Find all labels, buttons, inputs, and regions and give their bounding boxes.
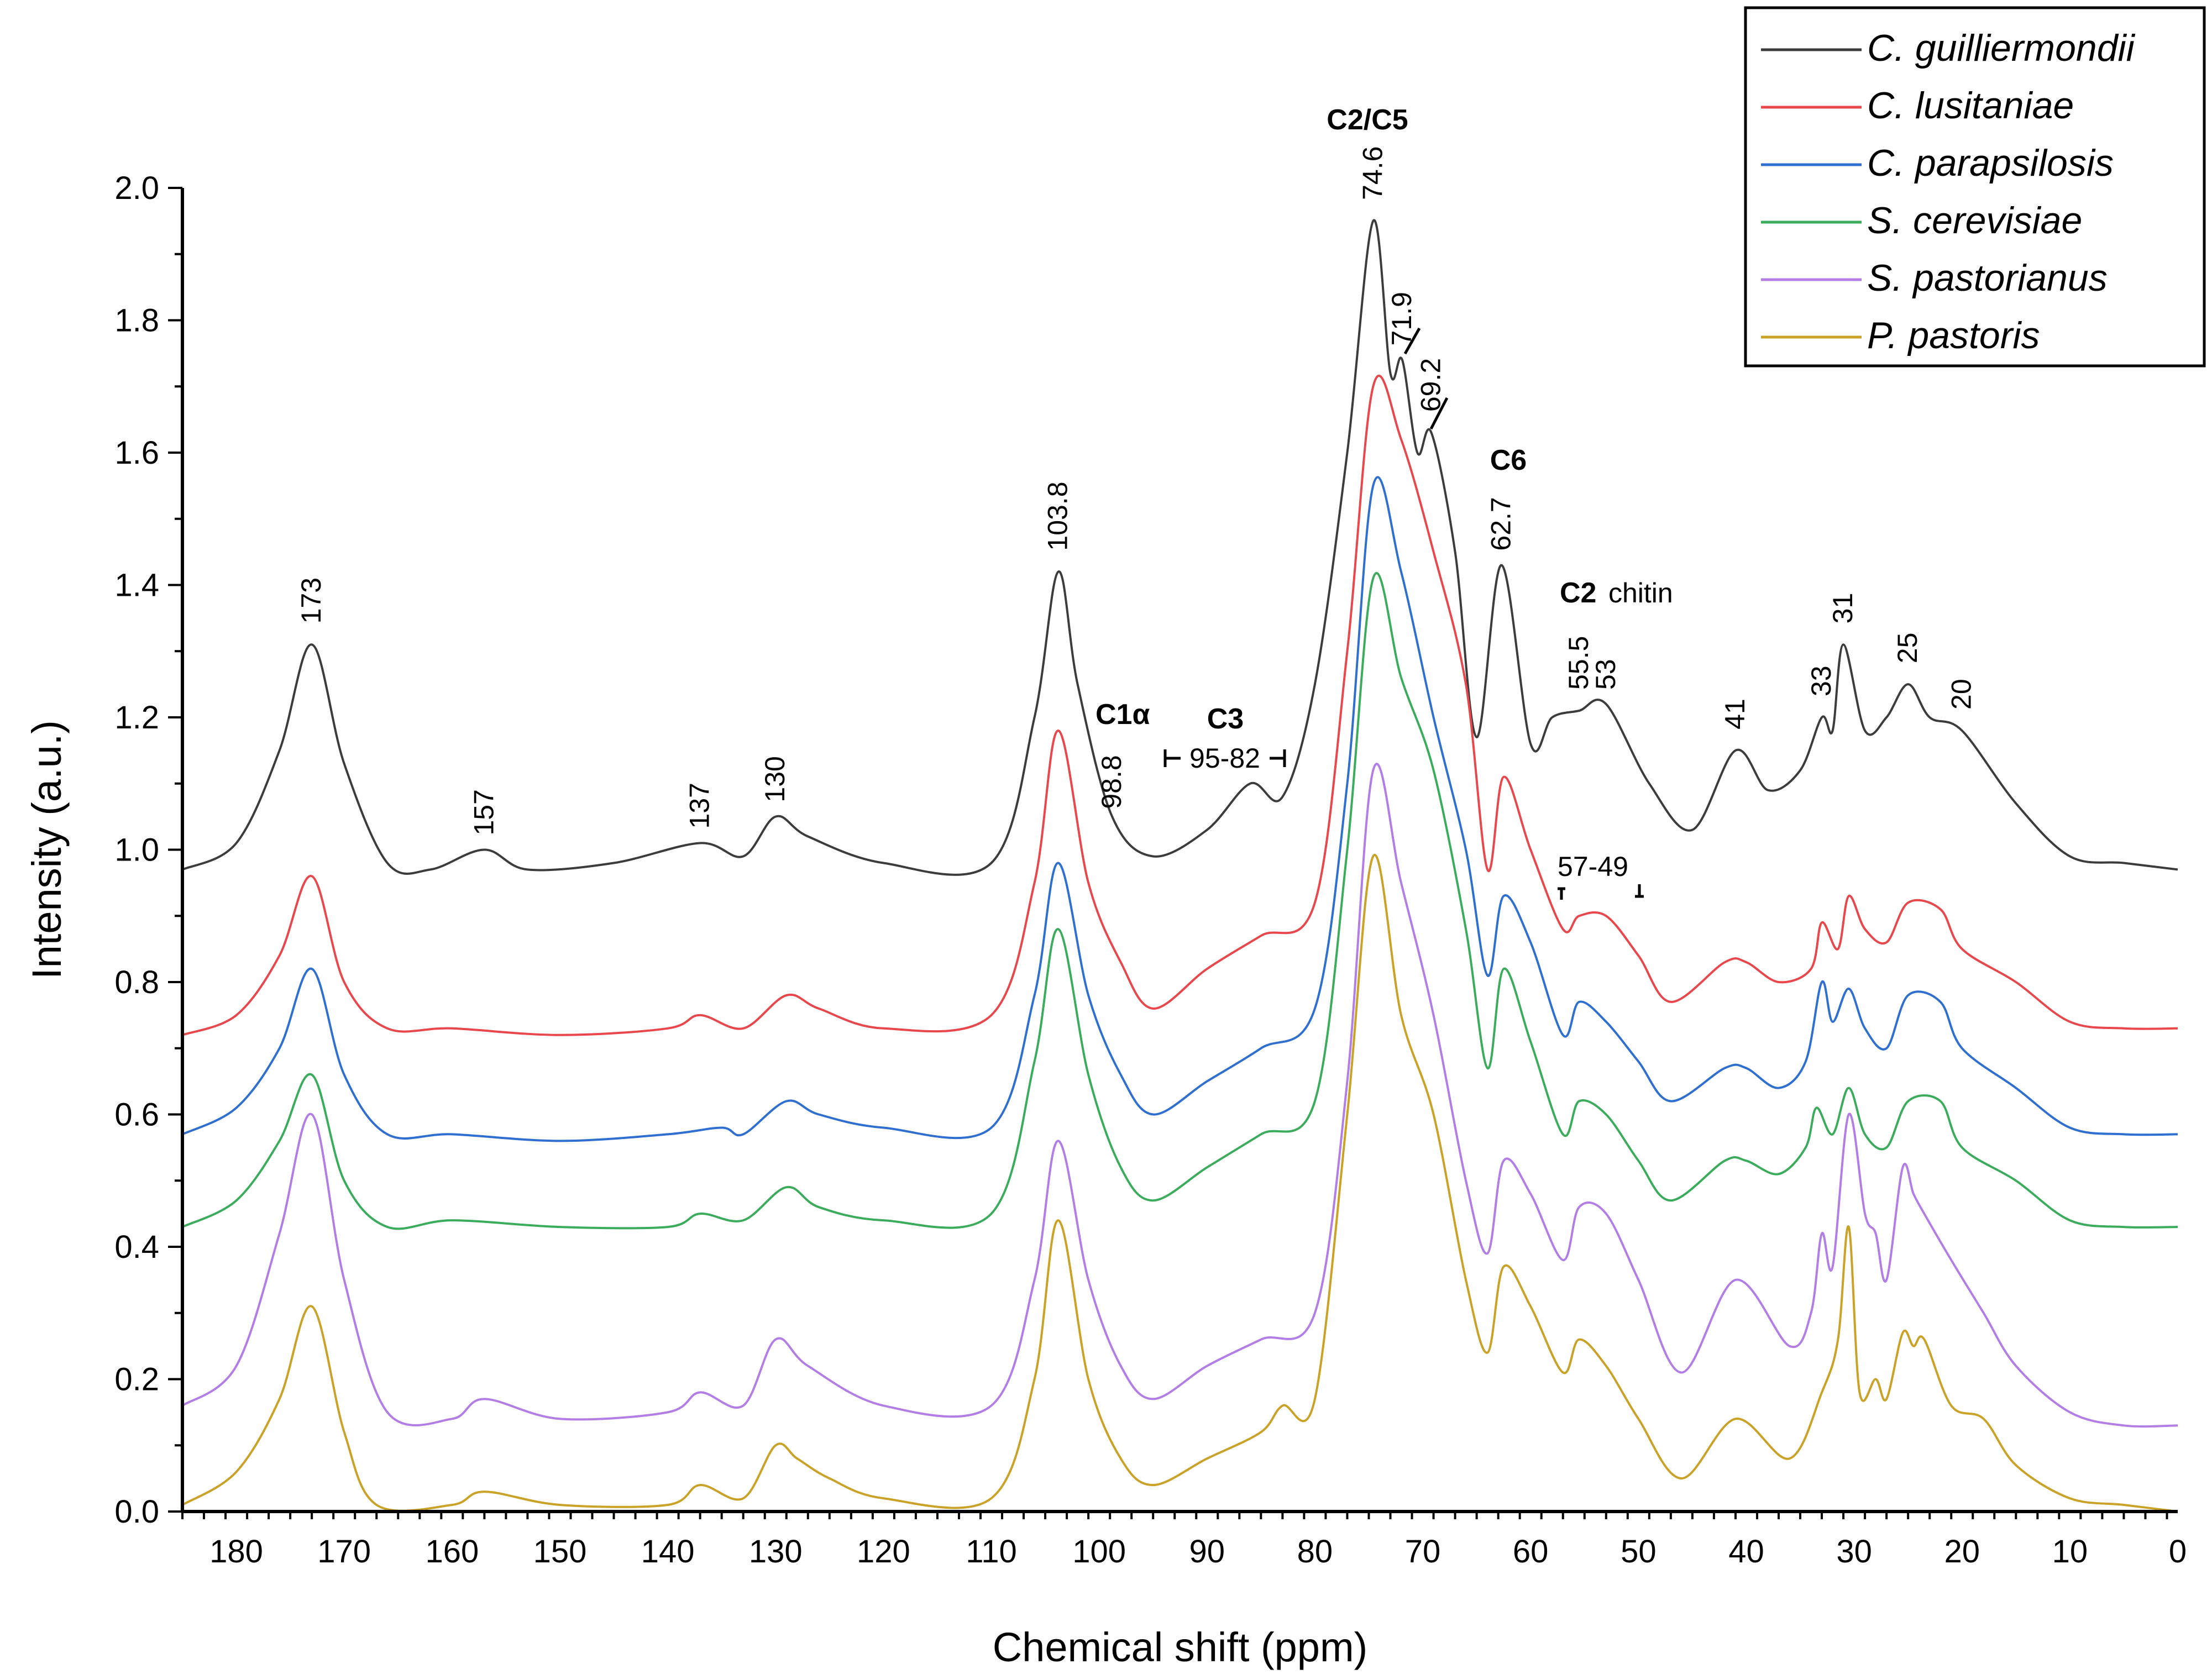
x-tick-label: 110 (966, 1534, 1016, 1570)
y-tick-label: 0.4 (114, 1229, 159, 1265)
x-tick-label: 0 (2169, 1534, 2187, 1570)
peak-label: 41 (1720, 699, 1750, 730)
c2c5-region-label: C2/C5 (1327, 104, 1408, 136)
peak-label: 20 (1946, 679, 1977, 710)
peak-label: 25 (1892, 633, 1923, 664)
x-tick-label: 30 (1836, 1534, 1872, 1570)
x-tick-label: 70 (1405, 1534, 1441, 1570)
x-tick-label: 170 (317, 1534, 371, 1570)
x-tick-label: 80 (1297, 1534, 1333, 1570)
range-57-49-label: 57-49 (1558, 851, 1628, 882)
series-line-3 (182, 476, 2178, 1142)
peak-label: 157 (468, 789, 499, 835)
y-tick-label: 0.8 (114, 964, 159, 1000)
peak-label: 74.6 (1357, 146, 1388, 200)
y-tick-label: 1.8 (114, 303, 159, 339)
x-tick-label: 20 (1944, 1534, 1980, 1570)
annotation-layer: C2/C5 C6 C1α C3 95-82 C2 chitin 57-49 (1095, 104, 1673, 900)
peak-label: 137 (684, 783, 715, 828)
peak-71-9-leader (1403, 327, 1421, 355)
y-tick-label: 1.4 (114, 568, 159, 604)
legend-label: C. guilliermondii (1867, 27, 2136, 69)
c1a-region-label: C1α (1095, 699, 1150, 731)
x-tick-label: 160 (425, 1534, 479, 1570)
x-tick-label: 100 (1072, 1534, 1126, 1570)
series-line-2 (182, 375, 2178, 1036)
chitin-label: chitin (1608, 578, 1673, 608)
legend-label: C. parapsilosis (1867, 142, 2114, 184)
legend-label: P. pastoris (1867, 314, 2040, 356)
series-line-6 (181, 853, 2178, 1513)
series-line-4 (182, 572, 2178, 1230)
y-tick-label: 0.0 (114, 1494, 159, 1530)
y-tick-label: 1.2 (114, 700, 159, 736)
peak-label: 33 (1806, 665, 1837, 696)
x-tick-label: 60 (1513, 1534, 1549, 1570)
x-tick-label: 180 (209, 1534, 263, 1570)
x-tick-label: 50 (1621, 1534, 1657, 1570)
peak-label: 55.5 (1563, 636, 1594, 690)
y-tick-label: 0.6 (114, 1097, 159, 1133)
peak-label: 69.2 (1416, 358, 1446, 412)
x-tick-label: 140 (641, 1534, 695, 1570)
axes-layer: 180 170 160 150 140 130 120 110 100 90 80 70 60 50 40 3… (24, 170, 2187, 1670)
peak-label-layer: 173 157 137 130 103.8 98.8 74.6 71.9 69.2 62.7 55.… (296, 146, 1977, 836)
series-line-5 (181, 763, 2178, 1428)
series-line-1 (182, 219, 2178, 876)
peak-label: 53 (1590, 659, 1621, 690)
legend-label: S. cerevisiae (1867, 200, 2082, 242)
x-axis-title: Chemical shift (ppm) (993, 1624, 1368, 1670)
y-tick-label: 1.0 (114, 832, 159, 868)
x-tick-label: 90 (1189, 1534, 1225, 1570)
y-axis-title: Intensity (a.u.) (24, 720, 70, 979)
y-tick-label: 0.2 (114, 1362, 159, 1398)
legend-label: C. lusitaniae (1867, 85, 2074, 127)
x-tick-label: 130 (749, 1534, 803, 1570)
peak-label: 31 (1827, 593, 1858, 624)
c3-range-label: 95-82 (1189, 743, 1260, 774)
c3-range-bracket (1163, 749, 1286, 767)
c6-region-label: C6 (1490, 444, 1527, 476)
peak-label: 71.9 (1386, 292, 1417, 345)
c2-region-label: C2 (1560, 577, 1596, 609)
x-tick-label: 40 (1728, 1534, 1764, 1570)
legend-label: S. pastorianus (1867, 257, 2108, 299)
range-57-49-bracket (1558, 884, 1644, 900)
legend-box (1744, 6, 2206, 368)
y-tick-label: 2.0 (114, 170, 159, 206)
y-tick-label: 1.6 (114, 435, 159, 471)
x-tick-label: 10 (2052, 1534, 2088, 1570)
peak-label: 103.8 (1042, 481, 1073, 550)
peak-label: 98.8 (1096, 755, 1127, 809)
x-tick-label: 120 (857, 1534, 910, 1570)
legend: C. guilliermondii C. lusitaniae C. parapsi… (1744, 6, 2206, 368)
series-layer (181, 219, 2178, 1513)
peak-label: 173 (296, 578, 327, 623)
c3-region-label: C3 (1207, 703, 1244, 735)
peak-label: 62.7 (1485, 497, 1516, 550)
x-tick-label: 150 (533, 1534, 587, 1570)
peak-69-2-leader (1429, 397, 1449, 430)
peak-label: 130 (759, 756, 790, 802)
